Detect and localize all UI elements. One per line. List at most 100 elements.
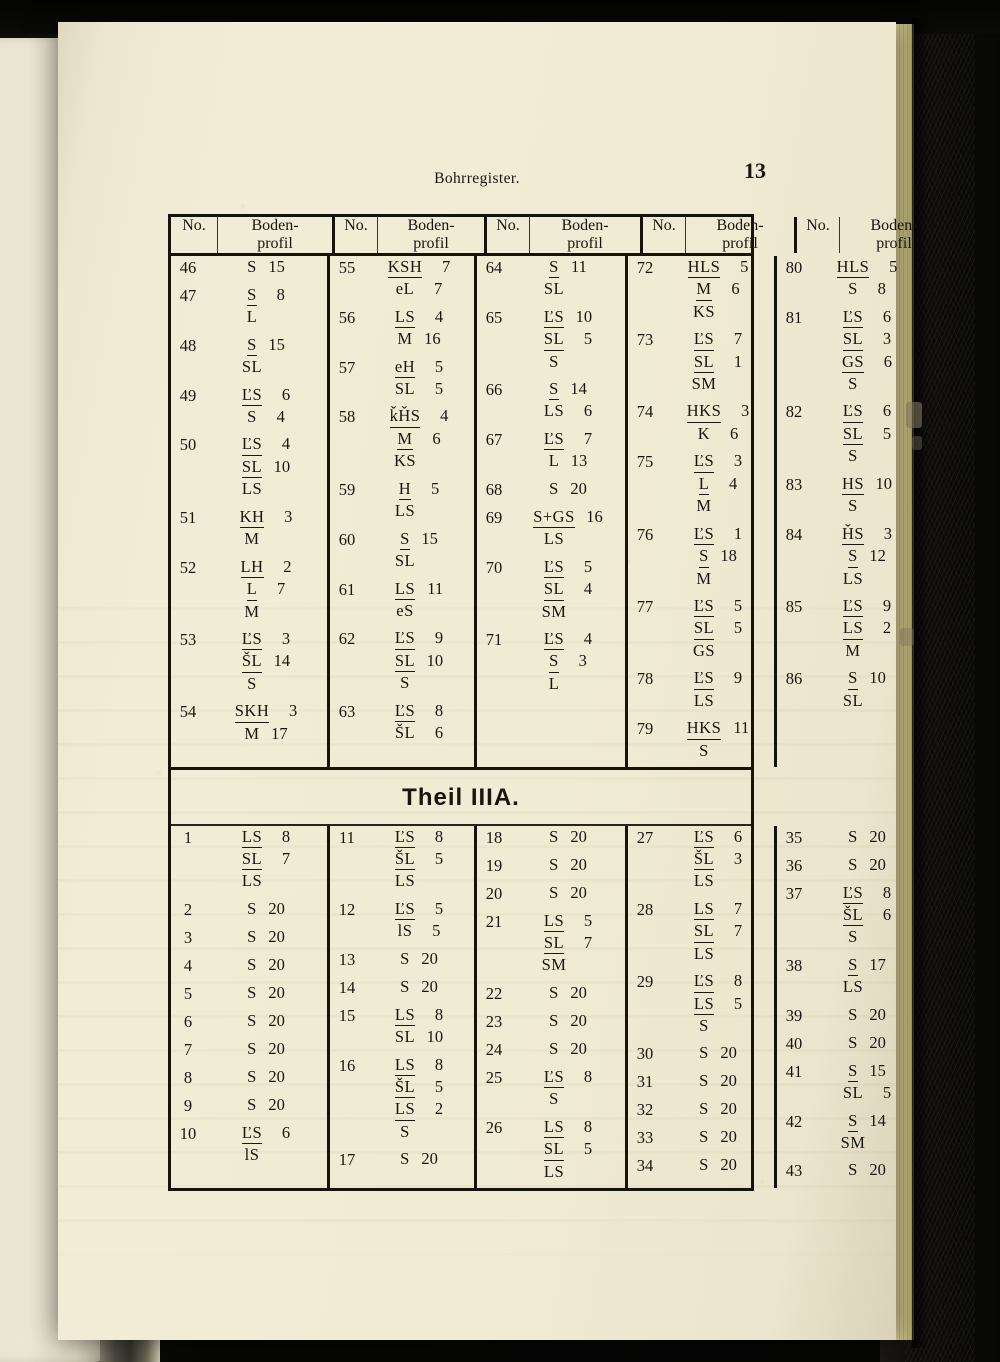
layer-thickness: 8 (583, 1066, 593, 1086)
row-number: 75 (636, 452, 654, 472)
layer-symbol: S (549, 378, 559, 401)
table2-column-pair-1: 1LS8SL7LS02S203S204S205S206S207S208S209S… (171, 825, 330, 1188)
layer-thickness: 3 (882, 329, 892, 349)
layer-thickness: 15 (869, 1060, 886, 1080)
profile-layer: HKS 11 (662, 717, 774, 740)
table-row: 56 LS 4 M 16 (330, 306, 474, 350)
table-row: 20 S 20 (477, 882, 625, 904)
soil-profile-cell: ĽS5SL5GS0 (662, 595, 774, 661)
row-number: 23 (485, 1011, 503, 1031)
profile-layer: ĽS 9 (662, 667, 774, 690)
header-profile-line2: profil (413, 234, 449, 252)
layer-symbol: LS (543, 401, 565, 421)
profile-layer: LS 8 (364, 1004, 474, 1027)
layer-symbol: LS (241, 871, 263, 891)
layer-thickness: 3 (578, 651, 587, 671)
profile-layer: M0 (811, 640, 923, 661)
layer-symbol: S (699, 1099, 709, 1119)
soil-profile-cell: ĽS 3 ŠL 14S0 (205, 628, 327, 694)
layer-thickness: 8 (434, 826, 444, 846)
layer-symbol: SL (543, 1138, 565, 1161)
profile-layer: M 16 (364, 328, 474, 349)
profile-layer: S 20 (511, 882, 625, 903)
layer-symbol: LS (842, 977, 864, 997)
row-number: 33 (636, 1128, 654, 1148)
profile-layer: HLS 5 (811, 256, 923, 279)
soil-profile-cell: S 20 (662, 1070, 774, 1091)
layer-symbol: S (400, 673, 410, 693)
header-no-1: No. (171, 217, 218, 253)
row-number: 35 (785, 827, 803, 847)
layer-symbol: S (247, 1066, 257, 1086)
row-number: 38 (785, 955, 803, 975)
row-number: 22 (485, 983, 503, 1003)
row-number: 81 (785, 307, 803, 327)
soil-profile-cell: eH 5 SL 5 (364, 356, 474, 400)
soil-profile-cell: S 20 (511, 982, 625, 1003)
layer-thickness: 20 (268, 1066, 285, 1086)
layer-symbol: S (247, 256, 257, 276)
profile-layer: S 20 (662, 1154, 774, 1175)
layer-thickness: 1 (733, 523, 743, 543)
layer-thickness: 6 (432, 428, 441, 448)
table-row: 11 ĽS 8 ŠL 5LS0 (330, 826, 474, 892)
table-row: 63 ĽS 8 ŠL 6 (330, 700, 474, 744)
bohrregister-table-1: No. Boden- profil No. Boden- profil No. … (171, 217, 948, 253)
table-row: 39 S 20 (777, 1004, 923, 1026)
header-profile-5: Boden- profil (840, 217, 949, 253)
soil-profile-cell: ĽS 4 SL 10LS0 (205, 433, 327, 499)
table-row: 47 S8L0 (171, 284, 327, 328)
row-number: 3 (183, 927, 193, 947)
soil-profile-cell: LS 11eS0 (364, 578, 474, 622)
profile-layer: SL 5 (364, 378, 474, 399)
profile-layer: S 20 (511, 478, 625, 499)
table-row: 57 eH 5 SL 5 (330, 356, 474, 400)
layer-symbol: S (549, 854, 559, 874)
layer-symbol: S (848, 826, 858, 846)
layer-symbol: eL (395, 279, 415, 299)
layer-thickness: 5 (434, 379, 444, 398)
profile-layer: S 20 (811, 1159, 923, 1180)
table-row: 72HLS5M6KS0 (628, 256, 774, 322)
layer-symbol: ǩȞS (389, 405, 421, 428)
layer-symbol: SL (241, 456, 263, 479)
layer-thickness: 5 (434, 898, 444, 918)
layer-thickness: 16 (586, 506, 603, 526)
row-number: 2 (183, 899, 193, 919)
row-number: 12 (338, 899, 356, 919)
table1-header-rule (171, 252, 751, 256)
layer-symbol: HS (841, 473, 865, 496)
profile-layer: ĽS 9 (364, 627, 474, 650)
layer-thickness: 17 (271, 723, 288, 743)
layer-symbol: SL (693, 617, 715, 640)
profile-layer: S 12 (811, 545, 923, 568)
profile-layer: S 11 (511, 256, 625, 279)
row-number: 47 (179, 285, 197, 305)
row-number: 72 (636, 257, 654, 277)
table-row: 61 LS 11eS0 (330, 578, 474, 622)
soil-profile-cell: ȞS 3 S 12LS0 (811, 523, 923, 589)
profile-layer: S 20 (205, 982, 327, 1003)
row-number: 85 (785, 596, 803, 616)
header-profile-line1: Boden- (407, 217, 455, 234)
layer-thickness: 17 (869, 954, 886, 974)
soil-profile-cell: S 20 (511, 478, 625, 499)
profile-layer: S0 (811, 445, 923, 466)
layer-symbol: lS (397, 921, 413, 941)
profile-layer: LS0 (511, 1161, 625, 1182)
table-row: 68 S 20 (477, 478, 625, 500)
soil-profile-cell: ĽS4S3L0 (511, 628, 625, 694)
table2-body: 1LS8SL7LS02S203S204S205S206S207S208S209S… (171, 825, 923, 1188)
row-spacer (171, 744, 327, 750)
layer-symbol: LS (693, 993, 715, 1015)
profile-layer: ĽS 8 (662, 970, 774, 993)
profile-layer: eS0 (364, 600, 474, 621)
row-number: 15 (338, 1005, 356, 1025)
layer-symbol: S (400, 1149, 410, 1169)
layer-symbol: M (696, 278, 712, 301)
layer-symbol: SL (241, 848, 263, 871)
row-number: 19 (485, 855, 503, 875)
layer-thickness: 6 (733, 826, 743, 846)
table-row: 24 S 20 (477, 1038, 625, 1060)
